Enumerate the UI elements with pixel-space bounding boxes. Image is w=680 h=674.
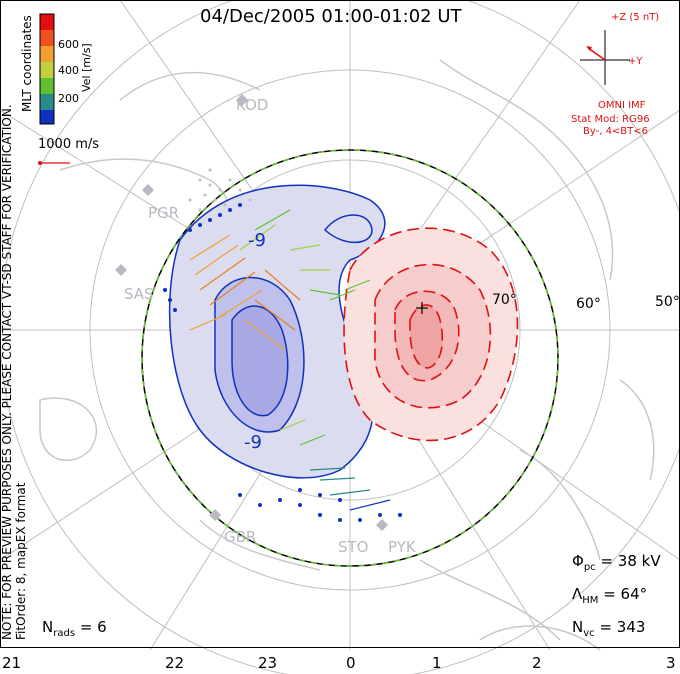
preview-notice: NOTE: FOR PREVIEW PURPOSES ONLY. PLEASE … [0,104,14,640]
lambda-hm-stat: ΛHM = 64° [572,585,648,606]
mlt-label: 0 [346,654,356,672]
coordinates-label: MLT coordinates [20,15,34,112]
colorbar-title: Vel [m/s] [80,43,93,92]
colorbar-tick: 600 [58,38,79,51]
hm-boundary-dash [141,149,559,567]
fit-order-label: FitOrder: 8, mapEX format [14,482,28,640]
latitude-label: 50° [655,294,680,310]
vector-dots [163,203,402,522]
colorbar [39,13,55,125]
positive-cell [343,227,519,442]
station-label: SAS [124,285,154,303]
mlt-label: 21 [2,654,22,672]
low-quality-dots [188,168,252,212]
colorbar-tick: 200 [58,92,79,105]
mlt-label: 23 [258,654,278,672]
mlt-label: 22 [165,654,185,672]
station-label: KOD [236,96,269,114]
stat-model: Stat Mod: RG96 [571,114,650,125]
scale-vector-label: 1000 m/s [38,137,100,152]
mlt-label: 2 [532,654,542,672]
mlt-label: 3 [666,654,676,672]
latitude-label: 60° [576,296,601,312]
contour-label: -9 [244,432,262,453]
velocity-vectors [189,209,391,511]
scale-vector [38,161,70,165]
imf-z-label: +Z (5 nT) [611,12,660,23]
station-label: PGR [148,204,180,222]
station-label: PYK [388,538,416,556]
station-label: STO [338,538,369,556]
station-markers [115,94,388,531]
latitude-label: 70° [492,292,517,308]
mlt-label: 1 [432,654,442,672]
imf-clock [580,30,630,85]
imf-y-label: +Y [628,56,643,67]
imf-condition: By-, 4<BT<6 [583,126,649,137]
nrads-stat: Nrads = 6 [42,618,107,639]
negative-cell [168,184,386,479]
station-label: GBR [224,528,257,546]
nvc-stat: Nvc = 343 [572,618,646,639]
phi-pc-stat: Φpc = 38 kV [572,552,661,573]
colorbar-tick: 400 [58,64,79,77]
imf-source: OMNI IMF [598,100,646,111]
contour-label: -9 [248,230,266,251]
potential-max-marker [416,302,428,314]
coastlines [39,59,655,651]
map-title: 04/Dec/2005 01:00-01:02 UT [200,6,462,27]
